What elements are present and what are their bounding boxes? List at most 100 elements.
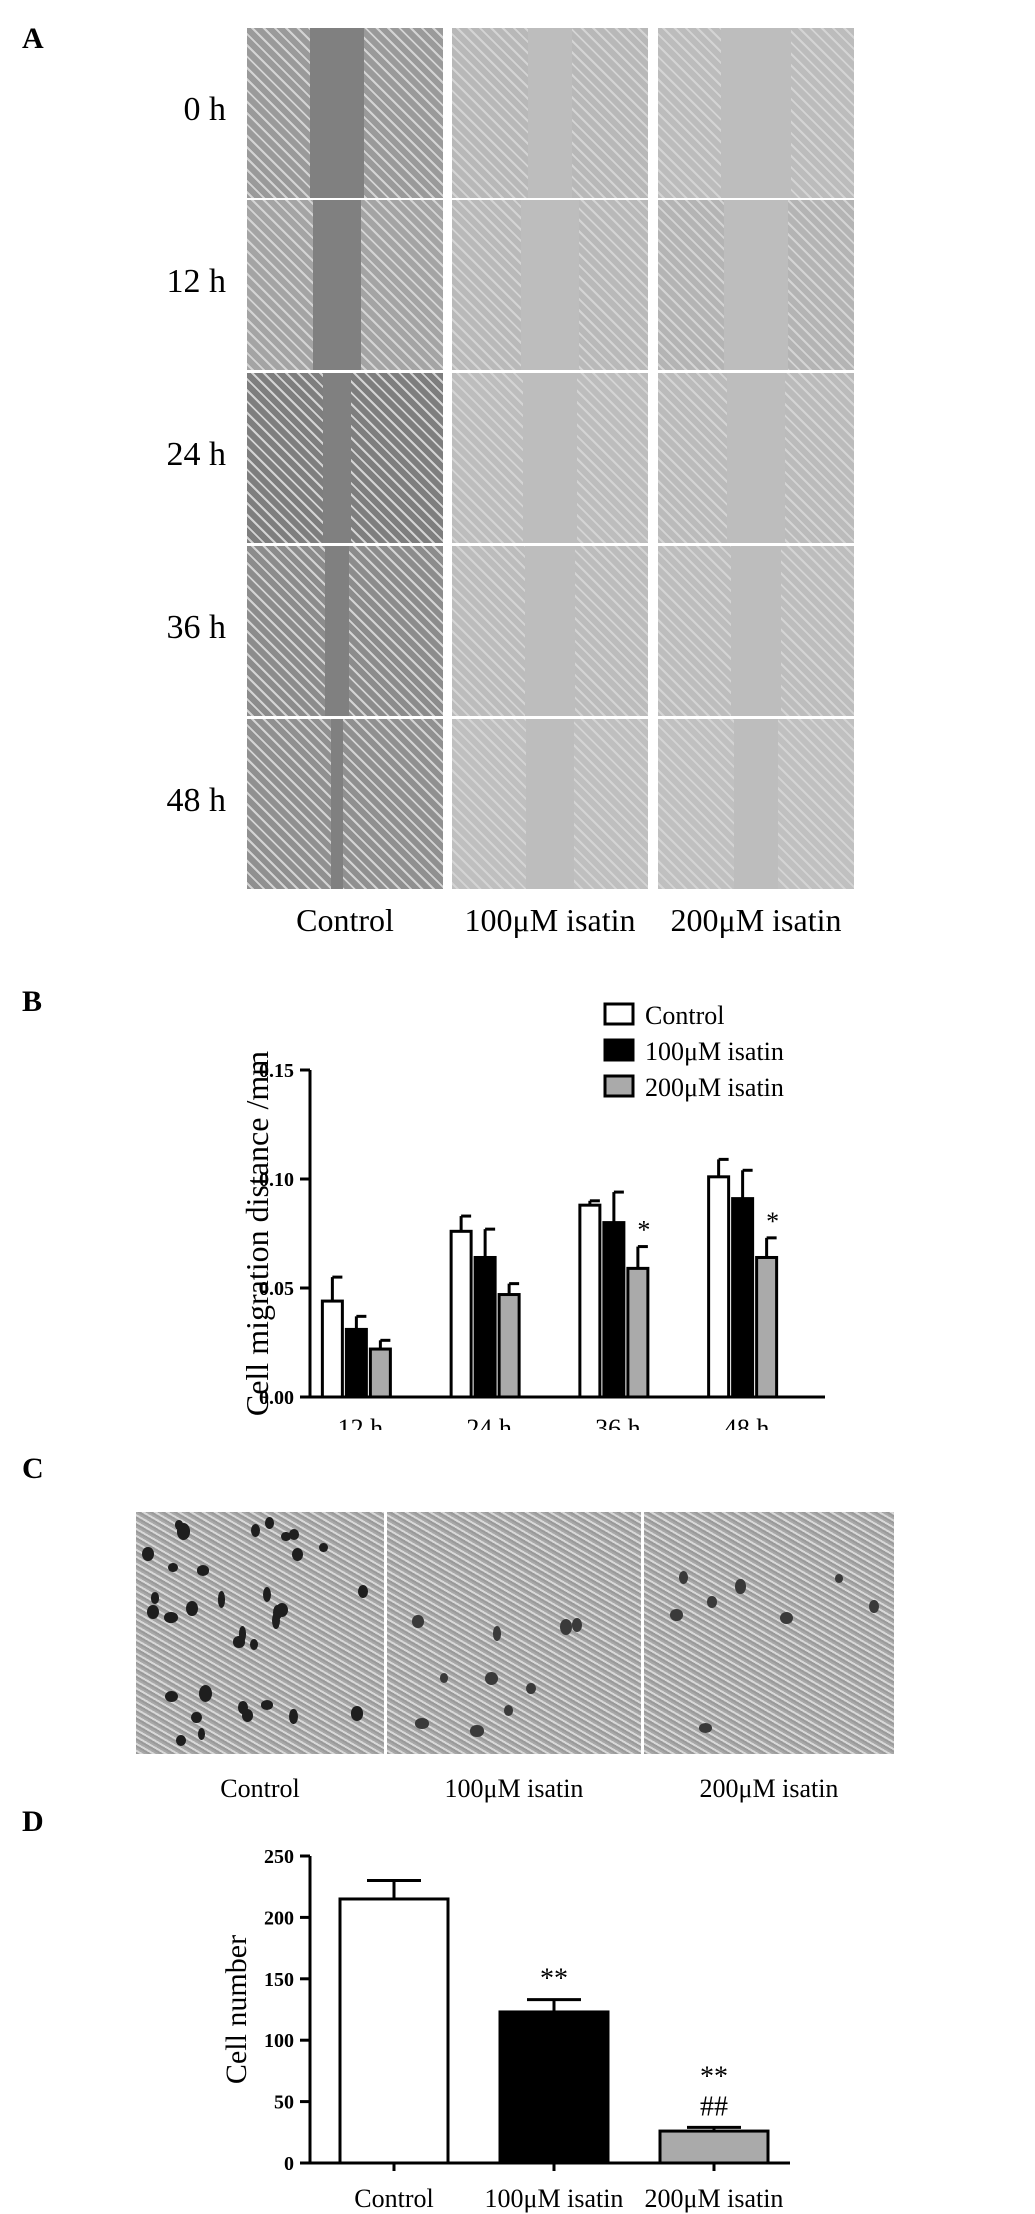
stained-cell: [191, 1711, 202, 1723]
wound-micrograph: [247, 28, 443, 198]
stained-cell: [779, 1612, 793, 1625]
stained-cell: [559, 1619, 573, 1636]
wound-gap: [520, 200, 580, 370]
time-label: 12 h: [166, 263, 227, 300]
wound-gap: [528, 28, 572, 198]
bar: [320, 1299, 344, 1399]
y-axis-label: Cell migration distance /mm: [239, 1051, 275, 1416]
bar: [473, 1255, 497, 1399]
stained-cell: [439, 1672, 449, 1683]
transwell-image: [136, 1512, 384, 1754]
stained-cell: [197, 1728, 205, 1741]
stained-cell: [271, 1611, 280, 1629]
wound-gap: [734, 719, 778, 889]
stained-cell: [493, 1626, 502, 1641]
wound-gap: [522, 373, 578, 543]
stained-cell: [698, 1723, 713, 1733]
stained-cell: [150, 1592, 160, 1604]
stained-cell: [233, 1636, 245, 1648]
bar: [626, 1266, 650, 1399]
bar: [731, 1197, 755, 1399]
x-tick-label: 200μM isatin: [645, 2184, 784, 2213]
stained-cell: [834, 1574, 844, 1584]
x-tick-label: Control: [354, 2184, 433, 2213]
stained-cell: [706, 1596, 717, 1608]
stained-cell: [412, 1615, 424, 1628]
wound-gap: [526, 719, 574, 889]
time-label: 24 h: [166, 436, 227, 473]
y-tick-label: 250: [264, 1846, 294, 1868]
wound-micrograph: [452, 719, 648, 889]
wound-gap: [726, 373, 786, 543]
stained-cell: [260, 1699, 274, 1710]
y-axis-label: Cell number: [220, 1935, 253, 2084]
stained-cell: [175, 1520, 183, 1530]
wound-gap: [313, 200, 361, 370]
legend-swatch: [603, 1002, 635, 1026]
stained-cell: [185, 1600, 198, 1616]
stained-cell: [470, 1725, 484, 1737]
panel-b-letter: B: [22, 985, 43, 1018]
x-tick-label: 36 h: [595, 1414, 641, 1430]
stained-cell: [141, 1546, 154, 1562]
stained-cell: [291, 1547, 303, 1561]
stained-cell: [237, 1701, 248, 1714]
wound-gap: [524, 546, 576, 716]
stained-cell: [289, 1708, 298, 1725]
bar: [498, 2010, 610, 2165]
significance-marker: *: [637, 1216, 650, 1245]
legend-swatch: [603, 1038, 635, 1062]
stained-cell: [678, 1570, 689, 1584]
stained-cell: [571, 1617, 583, 1632]
stained-cell: [217, 1591, 226, 1608]
panel-a-letter: A: [22, 22, 44, 55]
time-label: 48 h: [166, 782, 227, 819]
y-tick-label: 0.15: [259, 1060, 294, 1082]
condition-label: 100μM isatin: [464, 902, 636, 938]
wound-micrograph: [452, 28, 648, 198]
transwell-image: [644, 1512, 894, 1754]
wound-gap: [720, 28, 792, 198]
stained-cell: [735, 1578, 746, 1594]
wound-micrograph: [658, 546, 854, 716]
y-tick-label: 100: [264, 2030, 294, 2052]
bar: [578, 1203, 602, 1399]
significance-marker: *: [766, 1207, 779, 1236]
legend-swatch: [603, 1074, 635, 1098]
bar: [497, 1293, 521, 1399]
time-label: 0 h: [183, 91, 227, 128]
y-tick-label: 0.10: [259, 1169, 294, 1191]
bar: [707, 1175, 731, 1399]
transwell-label: 100μM isatin: [444, 1774, 584, 1803]
wound-gap: [723, 200, 789, 370]
transwell-image: [387, 1512, 641, 1754]
bar: [338, 1897, 450, 2165]
stained-cell: [164, 1612, 178, 1623]
wound-micrograph: [247, 719, 443, 889]
transwell-label: Control: [220, 1774, 300, 1803]
y-tick-label: 0: [284, 2153, 294, 2175]
stained-cell: [669, 1609, 684, 1621]
stained-cell: [165, 1691, 179, 1703]
time-label: 36 h: [166, 609, 227, 646]
wound-micrograph: [658, 373, 854, 543]
stained-cell: [262, 1586, 271, 1602]
bar: [368, 1347, 392, 1399]
y-tick-label: 0.00: [259, 1387, 294, 1409]
legend-entry: Control: [645, 1001, 724, 1030]
stained-cell: [275, 1602, 289, 1617]
bar: [602, 1221, 626, 1399]
wound-gap: [730, 546, 782, 716]
stained-cell: [351, 1706, 364, 1721]
x-tick-label: 24 h: [466, 1414, 512, 1430]
stained-cell: [319, 1542, 328, 1552]
bar: [755, 1255, 779, 1399]
wound-gap: [323, 373, 351, 543]
bar: [344, 1327, 368, 1399]
panel-d-letter: D: [22, 1805, 44, 1838]
wound-micrograph: [247, 546, 443, 716]
condition-label: Control: [296, 902, 394, 938]
wound-micrograph: [658, 28, 854, 198]
y-tick-label: 0.05: [259, 1278, 294, 1300]
